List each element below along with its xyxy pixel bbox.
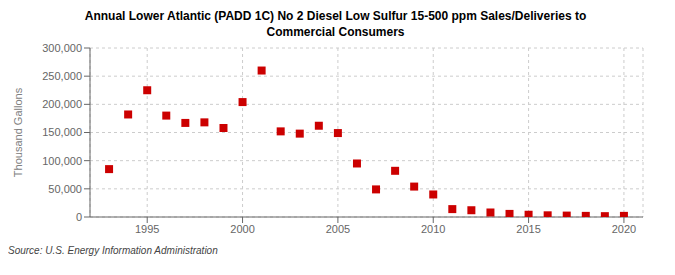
svg-text:100,000: 100,000 (42, 155, 82, 167)
html-text:Annual Lower Atlantic (PADD 1C: Annual Lower Atlantic (PADD 1C) No 2 Die… (84, 9, 587, 23)
svg-text:Thousand Gallons: Thousand Gallons (12, 87, 24, 177)
svg-text:2015: 2015 (516, 223, 540, 235)
svg-text:300,000: 300,000 (42, 42, 82, 54)
svg-text:200,000: 200,000 (42, 98, 82, 110)
html-text:Commercial Consumers: Commercial Consumers (266, 25, 405, 39)
svg-text:0: 0 (76, 211, 82, 223)
html-text:Source: U.S. Energy Informatio: Source: U.S. Energy Information Administ… (8, 245, 218, 256)
svg-text:150,000: 150,000 (42, 126, 82, 138)
svg-text:2020: 2020 (612, 223, 636, 235)
svg-text:2000: 2000 (230, 223, 254, 235)
svg-text:250,000: 250,000 (42, 70, 82, 82)
svg-text:2005: 2005 (326, 223, 350, 235)
svg-text:2010: 2010 (421, 223, 445, 235)
svg-text:50,000: 50,000 (48, 183, 82, 195)
svg-text:1995: 1995 (135, 223, 159, 235)
